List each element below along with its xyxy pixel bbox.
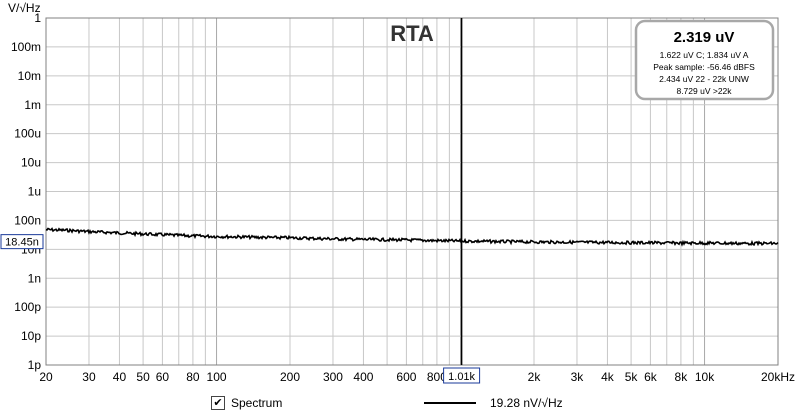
readout-line: 2.434 uV 22 - 22k UNW	[659, 74, 749, 84]
y-tick-label: 1p	[28, 358, 42, 372]
y-tick-label: 1m	[24, 98, 41, 112]
spectrum-checkbox[interactable]: ✔	[211, 396, 225, 410]
readout-main-value: 2.319 uV	[674, 29, 735, 46]
x-tick-label: 8k	[675, 370, 689, 384]
x-tick-label: 200	[280, 370, 300, 384]
x-axis-ticks: 20 30 40 50 60 80 100 200 300 400 600 800 2k 3k 4k 5k 6k…	[39, 370, 795, 384]
legend-line-swatch	[424, 402, 476, 404]
x-tick-label: 30	[82, 370, 96, 384]
y-tick-label: 1n	[28, 271, 41, 285]
y-tick-label: 10u	[21, 156, 41, 170]
y-tick-label: 100n	[14, 213, 41, 227]
x-tick-label: 400	[353, 370, 373, 384]
series-layer	[45, 227, 779, 247]
cursor-x-tag: 1.01k	[443, 367, 481, 384]
x-tick-label: 2k	[528, 370, 542, 384]
y-axis-label: V/√Hz	[8, 1, 41, 15]
y-tick-label: 100m	[11, 40, 41, 54]
chart-title: RTA	[390, 21, 434, 46]
x-tick-label: 100	[207, 370, 227, 384]
readout-line: Peak sample: -56.46 dBFS	[653, 62, 755, 72]
y-tick-label: 10m	[18, 69, 41, 83]
x-tick-label: 60	[156, 370, 170, 384]
y-tick-label: 1	[34, 11, 41, 25]
y-tick-label: 100u	[14, 127, 41, 141]
y-tick-label: 100p	[14, 300, 41, 314]
y-tick-label: 10p	[21, 329, 41, 343]
x-tick-label: 300	[323, 370, 343, 384]
x-tick-label: 600	[396, 370, 416, 384]
x-tick-label: 5k	[625, 370, 639, 384]
readout-line: 8.729 uV >22k	[676, 86, 732, 96]
legend	[0, 392, 800, 417]
grid	[45, 17, 779, 366]
x-tick-label: 6k	[644, 370, 658, 384]
cursor-y-tag: 18.45n	[0, 234, 44, 250]
spectrum-label: Spectrum	[231, 396, 283, 410]
x-tick-label: 3k	[571, 370, 585, 384]
y-tick-label: 1u	[28, 185, 41, 199]
x-tick-label: 80	[186, 370, 200, 384]
cursor-y-value: 18.45n	[5, 237, 39, 249]
x-tick-label: 20kHz	[761, 370, 795, 384]
x-tick-label: 800	[427, 370, 447, 384]
readout-panel[interactable]: 2.319 uV 1.622 uV C; 1.834 uV A Peak sam…	[634, 19, 775, 101]
x-tick-label: 40	[113, 370, 127, 384]
x-tick-label: 20	[39, 370, 53, 384]
readout-line: 1.622 uV C; 1.834 uV A	[660, 50, 749, 60]
x-tick-label: 50	[136, 370, 150, 384]
plot-frame	[45, 17, 779, 366]
x-tick-label: 10k	[695, 370, 715, 384]
x-tick-label: 4k	[601, 370, 615, 384]
legend-value: 19.28 nV/√Hz	[490, 396, 563, 410]
cursor-x-value: 1.01k	[448, 371, 475, 383]
series-line	[45, 227, 779, 247]
